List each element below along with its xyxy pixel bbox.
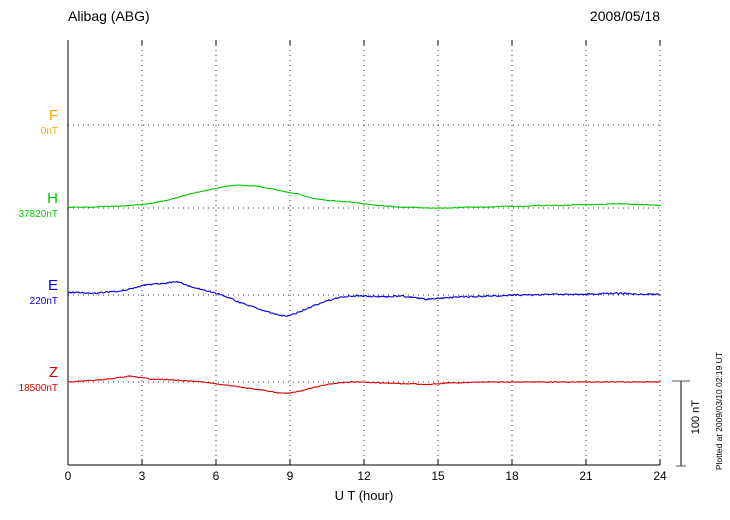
scale-bar-label: 100 nT <box>690 400 702 435</box>
x-tick-label: 12 <box>357 469 371 483</box>
x-tick-label: 3 <box>138 469 146 483</box>
x-axis-label: U T (hour) <box>334 488 394 503</box>
trace-h <box>67 184 661 209</box>
plot-date: 2008/05/18 <box>589 8 660 24</box>
x-tick-label: 18 <box>505 469 519 483</box>
channel-label-h: H <box>47 190 58 207</box>
channel-baseline-h: 37820nT <box>18 209 58 220</box>
channel-label-z: Z <box>48 364 58 381</box>
plotted-at-note: Plotted at 2009/03/10 02:19 UT <box>714 352 724 471</box>
channel-baseline-e: 220nT <box>29 296 58 307</box>
trace-z <box>67 375 661 394</box>
x-tick-label: 15 <box>431 469 445 483</box>
station-title: Alibag (ABG) <box>68 8 150 24</box>
channel-label-e: E <box>47 277 58 294</box>
x-tick-label: 24 <box>653 469 667 483</box>
trace-e <box>67 280 661 317</box>
channel-label-f: F <box>48 107 58 124</box>
channel-baseline-z: 18500nT <box>18 383 58 394</box>
x-tick-label: 0 <box>64 469 72 483</box>
x-tick-label: 21 <box>579 469 593 483</box>
x-tick-label: 9 <box>286 469 294 483</box>
channel-baseline-f: 0nT <box>40 126 58 137</box>
x-tick-label: 6 <box>212 469 220 483</box>
